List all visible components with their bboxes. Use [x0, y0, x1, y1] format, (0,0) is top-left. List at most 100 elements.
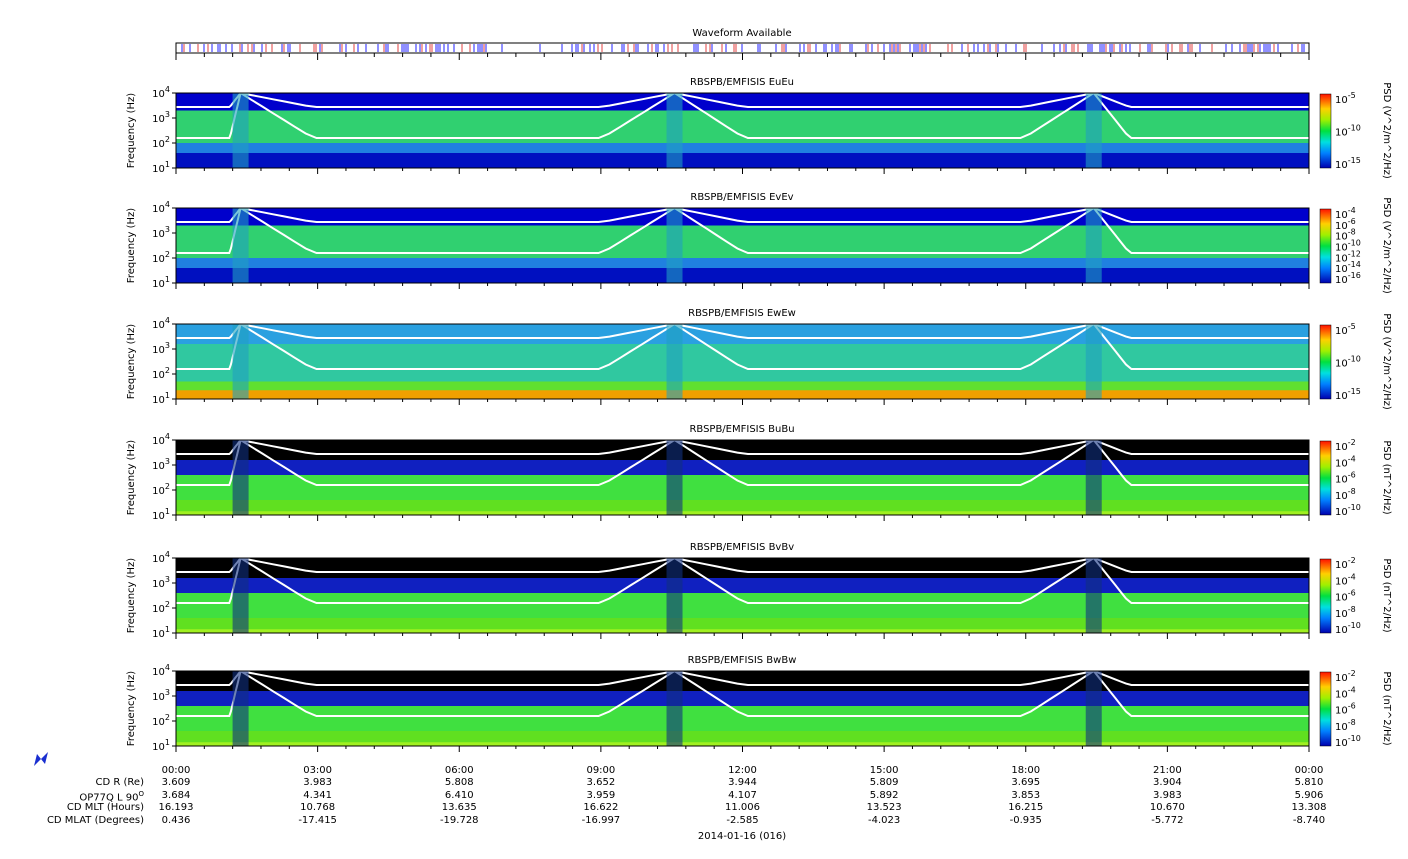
cyclotron-curve [1092, 323, 1309, 370]
y-axis-label: Frequency (Hz) [126, 671, 137, 747]
y-tick-label: 102 [152, 366, 170, 381]
panel-title: RBSPB/EMFISIS BvBv [690, 542, 794, 553]
colorbar-tick-label: 10-10 [1335, 355, 1361, 370]
cyclotron-curve [240, 439, 676, 486]
ephemeris-value: 5.808 [444, 777, 474, 788]
y-axis-label: Frequency (Hz) [126, 208, 137, 284]
colorbar-label: PSD (V^2/m^2/Hz) [1381, 82, 1392, 179]
emission-band [176, 691, 1309, 706]
waveform-title: Waveform Available [692, 28, 791, 39]
cyclotron-curve [1093, 557, 1309, 573]
cyclotron-curve [673, 323, 1095, 370]
cyclotron-curve [176, 439, 242, 486]
emission-band [176, 629, 1309, 633]
cyclotron-curve [240, 323, 675, 339]
y-tick-label: 103 [152, 341, 170, 356]
ephemeris-value: 3.609 [161, 777, 191, 788]
cyclotron-curve [1093, 670, 1309, 686]
colorbar [1319, 558, 1332, 634]
cyclotron-curve [673, 670, 1095, 717]
panel-title: RBSPB/EMFISIS BwBw [688, 655, 797, 666]
emission-band [176, 143, 1309, 153]
cyclotron-curve [176, 207, 242, 223]
perigee-feature [666, 440, 683, 515]
colorbar-tick-label: 10-8 [1335, 605, 1356, 620]
emission-band [176, 578, 1309, 593]
y-axis-label: Frequency (Hz) [126, 440, 137, 516]
cyclotron-curve [240, 557, 675, 573]
ephemeris-value: 11.006 [725, 802, 760, 813]
emission-band [176, 268, 1309, 283]
colorbar-tick-label: 10-4 [1335, 572, 1356, 587]
colorbar-tick-label: 10-15 [1335, 387, 1361, 402]
colorbar-tick-label: 10-5 [1335, 322, 1356, 337]
cyclotron-curve [240, 323, 676, 370]
ephemeris-value: 10.670 [1149, 802, 1185, 813]
x-tick-label: 00:00 [162, 765, 191, 776]
ephemeris-label: CD R (Re) [95, 777, 144, 788]
cyclotron-curve [674, 670, 1094, 686]
ephemeris-value: 10.768 [300, 802, 336, 813]
ephemeris-value: 3.652 [586, 777, 616, 788]
y-tick-label: 102 [152, 600, 170, 615]
colorbar [1319, 324, 1332, 400]
ephemeris-value: 5.892 [869, 790, 899, 801]
emission-band [176, 742, 1309, 746]
cyclotron-curve [240, 670, 675, 686]
emission-band [176, 258, 1309, 268]
y-tick-label: 101 [152, 738, 170, 753]
perigee-feature [666, 558, 683, 633]
x-tick-label: 03:00 [303, 765, 332, 776]
perigee-feature [232, 324, 249, 399]
ephemeris-value: -19.728 [439, 815, 479, 826]
ephemeris-value: 3.684 [161, 790, 191, 801]
colorbar [1319, 671, 1332, 747]
ephemeris-value: 3.904 [1153, 777, 1182, 788]
ephemeris-value: 4.341 [303, 790, 332, 801]
ephemeris-value: -2.585 [726, 815, 759, 826]
waveform-ticks [175, 53, 1310, 60]
cyclotron-curve [673, 557, 1095, 604]
ephemeris-value: 3.695 [1011, 777, 1041, 788]
cyclotron-curve [674, 323, 1094, 339]
cyclotron-curve [1092, 670, 1309, 717]
perigee-feature [666, 208, 683, 283]
colorbar-tick-label: 10-10 [1335, 734, 1361, 749]
y-tick-label: 101 [152, 275, 170, 290]
cyclotron-curve [674, 92, 1094, 108]
emission-band [176, 706, 1309, 731]
cyclotron-curve [240, 439, 675, 455]
colorbar-tick-label: 10-10 [1335, 503, 1361, 518]
ephemeris-value: 0.436 [161, 815, 191, 826]
perigee-feature [1085, 671, 1102, 746]
emission-band [176, 390, 1309, 399]
cyclotron-curve [176, 439, 242, 455]
ephemeris-value: 16.193 [158, 802, 194, 813]
x-tick-label: 18:00 [1011, 765, 1040, 776]
colorbar-tick-label: 10-15 [1335, 156, 1361, 171]
cyclotron-curve [1092, 92, 1309, 139]
colorbar-label: PSD (nT^2/Hz) [1381, 440, 1392, 514]
y-tick-label: 102 [152, 135, 170, 150]
colorbar-tick-label: 10-10 [1335, 621, 1361, 636]
ephemeris-value: -17.415 [298, 815, 337, 826]
cyclotron-curve [176, 670, 242, 717]
colorbar-tick-label: 10-8 [1335, 718, 1356, 733]
y-tick-label: 102 [152, 713, 170, 728]
perigee-feature [232, 671, 249, 746]
cyclotron-curve [176, 323, 242, 370]
ephemeris-value: 16.622 [583, 802, 619, 813]
spectrogram-panels: RBSPB/EMFISIS EuEu 101 102 103 104 Frequency … [126, 77, 1392, 753]
colorbar-label: PSD (V^2/m^2/Hz) [1381, 313, 1392, 410]
cyclotron-curve [1093, 439, 1309, 455]
logo-icon [34, 752, 48, 766]
spectrogram-panel: RBSPB/EMFISIS EuEu 101 102 103 104 Frequency … [126, 77, 1392, 179]
cyclotron-curve [1092, 439, 1309, 486]
x-tick-label: 06:00 [445, 765, 474, 776]
perigee-feature [232, 440, 249, 515]
perigee-feature [232, 208, 249, 283]
y-tick-label: 104 [152, 85, 170, 100]
spectrogram-panel: RBSPB/EMFISIS EwEw 101 102 103 104 Frequency … [126, 308, 1392, 410]
y-tick-label: 103 [152, 225, 170, 240]
cyclotron-curve [673, 207, 1095, 254]
